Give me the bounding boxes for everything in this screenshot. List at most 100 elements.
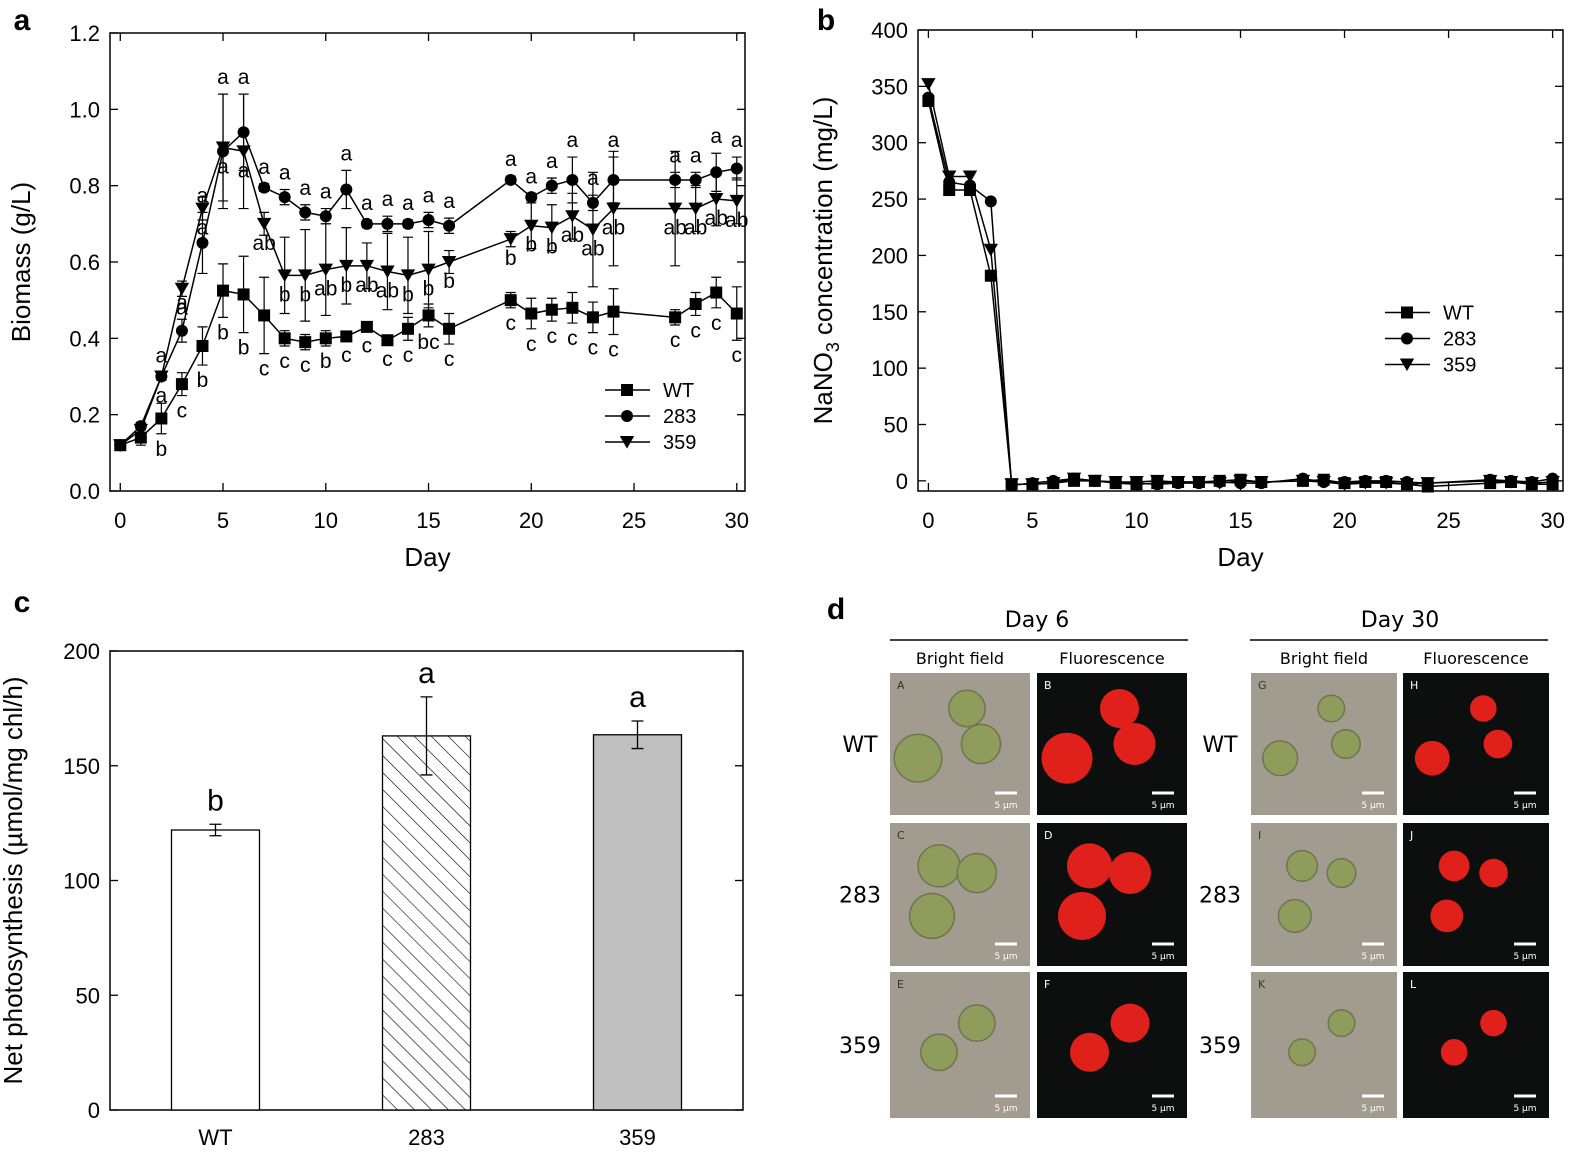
- cell: [917, 844, 961, 888]
- scale-bar-label: 5 µm: [994, 801, 1017, 811]
- marker: [667, 202, 683, 216]
- significance-letter: a: [340, 142, 352, 165]
- y-tick-label: 0.4: [69, 326, 100, 351]
- group-title: Day 6: [1005, 608, 1069, 633]
- marker: [133, 423, 149, 437]
- bright-field-image: [1251, 823, 1397, 966]
- x-tick-label: 15: [416, 508, 440, 533]
- marker: [360, 320, 373, 333]
- x-tick-label: 283: [408, 1125, 445, 1150]
- marker: [544, 221, 560, 235]
- image-letter: I: [1258, 829, 1261, 842]
- plot-frame: [109, 32, 746, 492]
- marker: [258, 309, 271, 322]
- cell: [893, 733, 943, 783]
- legend-label: WT: [663, 380, 694, 402]
- marker: [709, 193, 724, 206]
- significance-letter: a: [418, 657, 435, 690]
- significance-letter: c: [526, 333, 537, 356]
- marker: [113, 439, 128, 452]
- fluorescence-image: [1037, 972, 1187, 1118]
- scale-bar-label: 5 µm: [994, 1104, 1017, 1114]
- y-tick-label: 300: [871, 131, 908, 156]
- significance-letter: a: [629, 681, 646, 714]
- significance-letter: c: [341, 344, 352, 367]
- marker: [1401, 332, 1413, 345]
- row-label: 359: [839, 1034, 881, 1059]
- marker: [196, 339, 209, 352]
- cell: [1317, 694, 1346, 723]
- cell: [908, 892, 956, 940]
- significance-letter: a: [217, 156, 229, 179]
- significance-letter: a: [608, 129, 620, 152]
- cell: [1327, 1009, 1356, 1038]
- marker: [710, 286, 723, 299]
- significance-letter: b: [156, 438, 168, 461]
- y-tick-label: 400: [871, 18, 908, 43]
- x-tick-label: 20: [519, 508, 543, 533]
- chloroplast-cell: [1414, 740, 1450, 776]
- image-letter: C: [897, 829, 905, 842]
- significance-letter: a: [546, 150, 558, 173]
- marker: [1087, 474, 1103, 488]
- marker: [1150, 474, 1165, 488]
- panel-label: d: [827, 593, 845, 626]
- significance-letter: b: [546, 236, 558, 259]
- significance-letter: a: [505, 148, 517, 171]
- marker: [258, 181, 271, 194]
- y-tick-label: 150: [871, 300, 908, 325]
- cell: [1286, 849, 1319, 882]
- x-tick-label: 0: [922, 508, 934, 533]
- error-bar: [631, 720, 644, 750]
- scale-bar-label: 5 µm: [1151, 952, 1174, 962]
- significance-letter: a: [710, 125, 722, 148]
- marker: [1129, 475, 1144, 489]
- x-tick-label: 359: [619, 1125, 656, 1150]
- y-tick-label: 0.0: [69, 479, 100, 504]
- chloroplast-cell: [1110, 1003, 1150, 1043]
- marker: [340, 183, 353, 196]
- series-line: [927, 83, 1553, 485]
- legend-label: 283: [663, 406, 696, 428]
- error-bar: [209, 823, 222, 837]
- significance-letter: c: [403, 344, 414, 367]
- significance-letter: b: [197, 369, 209, 392]
- cell: [957, 1004, 996, 1043]
- marker: [586, 311, 599, 324]
- significance-letter: a: [197, 217, 209, 240]
- y-tick-label: 0.6: [69, 250, 100, 275]
- scale-bar-label: 5 µm: [1151, 1104, 1174, 1114]
- marker: [441, 256, 457, 269]
- marker: [360, 217, 373, 230]
- row-label: WT: [842, 733, 878, 758]
- significance-letter: a: [361, 192, 373, 215]
- y-tick-label: 1.2: [69, 21, 100, 46]
- chloroplast-cell: [1438, 850, 1470, 882]
- marker: [278, 332, 291, 345]
- marker: [299, 206, 312, 219]
- cell: [1330, 728, 1361, 760]
- marker: [174, 282, 190, 296]
- cell: [1288, 1038, 1317, 1067]
- significance-letter: ab: [705, 207, 728, 230]
- image-letter: F: [1044, 978, 1050, 991]
- marker: [566, 301, 579, 314]
- marker: [1170, 475, 1186, 489]
- marker: [359, 259, 375, 273]
- image-letter: H: [1410, 679, 1418, 692]
- significance-letter: a: [176, 297, 188, 320]
- marker: [607, 305, 620, 318]
- column-header: Bright field: [1280, 649, 1368, 668]
- x-tick-label: 30: [725, 508, 749, 533]
- significance-letter: a: [690, 144, 702, 167]
- marker: [1358, 477, 1373, 490]
- chloroplast-cell: [1483, 729, 1513, 759]
- significance-letter: a: [156, 385, 168, 408]
- y-tick-label: 100: [871, 356, 908, 381]
- fluorescence-image: [1403, 823, 1549, 966]
- marker: [1545, 475, 1560, 489]
- x-tick-label: 20: [1332, 508, 1356, 533]
